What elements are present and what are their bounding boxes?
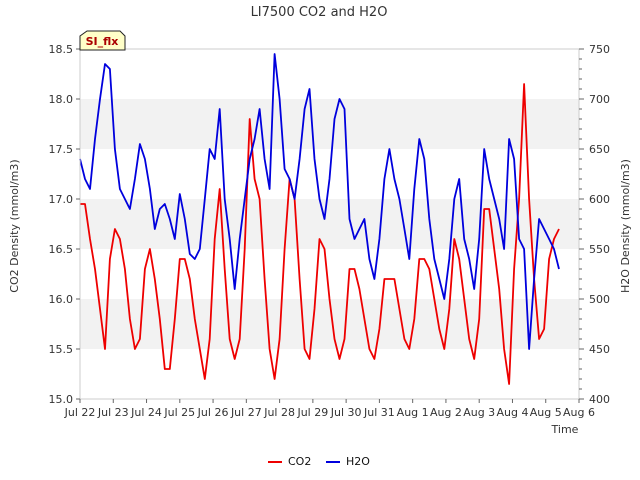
legend: CO2 H2O [268, 455, 370, 468]
x-tick-label: Jul 25 [163, 406, 195, 419]
y-left-tick-label: 18.0 [49, 93, 74, 106]
x-tick-label: Jul 28 [263, 406, 295, 419]
x-tick-label: Aug 4 [496, 406, 528, 419]
y-axis-right-label: H2O Density (mmol/m3) [619, 159, 632, 293]
x-axis-label: Time [551, 423, 579, 436]
badge-box [79, 30, 126, 51]
y-right-tick-label: 500 [589, 293, 610, 306]
y-right-tick-label: 600 [589, 193, 610, 206]
y-left-tick-label: 16.5 [49, 243, 74, 256]
x-tick-label: Aug 6 [563, 406, 595, 419]
grid-band [80, 299, 579, 349]
x-tick-label: Jul 31 [363, 406, 395, 419]
y-left-tick-label: 18.5 [49, 43, 74, 56]
x-tick-label: Aug 3 [463, 406, 495, 419]
x-tick-label: Jul 30 [330, 406, 362, 419]
badge: SI_flx [79, 30, 126, 51]
y-left-tick-label: 15.5 [49, 343, 74, 356]
y-left-tick-label: 17.0 [49, 193, 74, 206]
grid-band [80, 99, 579, 149]
y-right-tick-label: 650 [589, 143, 610, 156]
x-tick-label: Jul 22 [64, 406, 96, 419]
y-right-tick-label: 700 [589, 93, 610, 106]
x-tick-label: Jul 26 [197, 406, 229, 419]
legend-label-co2: CO2 [288, 455, 311, 468]
plot-frame [79, 48, 580, 400]
series-line-co2 [80, 83, 560, 385]
chart-title: LI7500 CO2 and H2O [251, 5, 388, 20]
legend-label-h2o: H2O [346, 455, 370, 468]
series-line-h2o [79, 53, 560, 350]
y-axis-left-label: CO2 Density (mmol/m3) [8, 159, 21, 292]
y-right-tick-label: 400 [589, 393, 610, 406]
x-tick-label: Jul 23 [97, 406, 129, 419]
y-left-tick-label: 16.0 [49, 293, 74, 306]
y-right-tick-label: 450 [589, 343, 610, 356]
y-left-tick-label: 17.5 [49, 143, 74, 156]
y-right-tick-label: 750 [589, 43, 610, 56]
y-right-tick-label: 550 [589, 243, 610, 256]
x-tick-label: Jul 29 [296, 406, 328, 419]
x-tick-label: Aug 1 [397, 406, 429, 419]
y-left-tick-label: 15.0 [49, 393, 74, 406]
x-tick-label: Jul 27 [230, 406, 262, 419]
x-tick-label: Jul 24 [130, 406, 162, 419]
badge-label: SI_flx [86, 35, 119, 48]
axes: Jul 22 Jul 23 Jul 24 Jul 25 Jul 26 Jul 27 Jul … [49, 43, 611, 419]
x-tick-label: Aug 5 [530, 406, 562, 419]
series-layer [79, 53, 560, 385]
x-tick-label: Aug 2 [430, 406, 462, 419]
